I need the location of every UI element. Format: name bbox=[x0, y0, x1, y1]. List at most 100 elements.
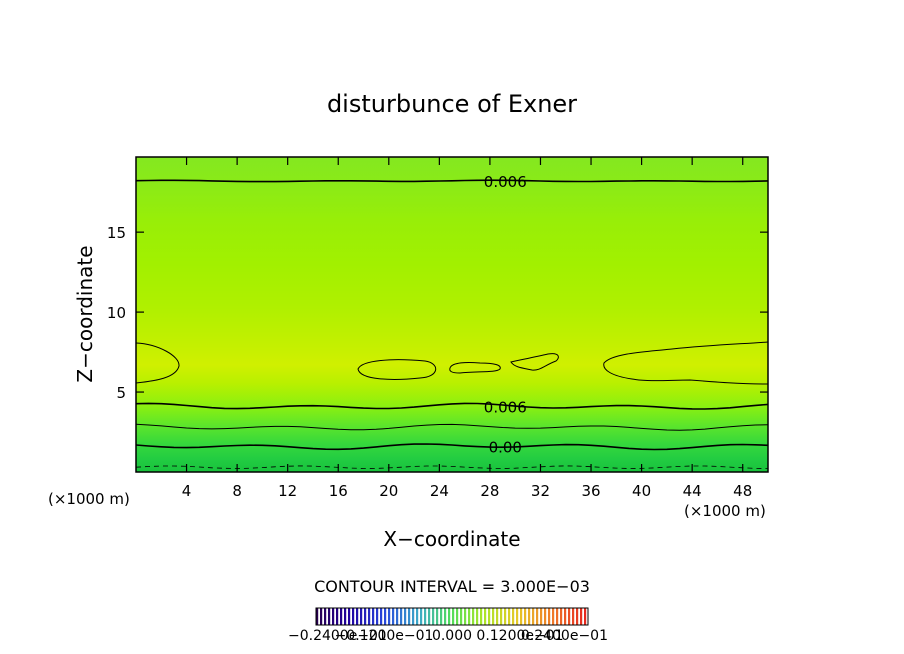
colorbar-swatch bbox=[396, 608, 399, 625]
colorbar-swatch bbox=[496, 608, 499, 625]
colorbar-swatch bbox=[580, 608, 583, 625]
colorbar-swatch bbox=[572, 608, 575, 625]
colorbar-swatch bbox=[548, 608, 551, 625]
colorbar-swatch bbox=[348, 608, 351, 625]
colorbar-swatch bbox=[532, 608, 535, 625]
colorbar-tick-label: 0.2400e−01 bbox=[521, 628, 608, 644]
closed-contour bbox=[510, 353, 559, 371]
colorbar-swatch bbox=[536, 608, 539, 625]
chart-title: disturbunce of Exner bbox=[327, 90, 577, 118]
colorbar-swatch bbox=[388, 608, 391, 625]
colorbar-swatch bbox=[516, 608, 519, 625]
colorbar-tick-label: 0.000 bbox=[432, 628, 472, 644]
x-unit-right: (×1000 m) bbox=[684, 502, 766, 520]
contour-lines bbox=[135, 179, 769, 469]
colorbar-swatch bbox=[464, 608, 467, 625]
colorbar-swatch bbox=[324, 608, 327, 625]
y-tick-label: 15 bbox=[107, 224, 126, 242]
colorbar-swatch bbox=[488, 608, 491, 625]
colorbar-swatch bbox=[528, 608, 531, 625]
colorbar-tick-label: −0.2400e−01 bbox=[288, 628, 387, 644]
colorbar-labels: −0.2400e−01−0.1200e−010.000 0.1200e−010.2… bbox=[288, 628, 608, 644]
contour-label: 0.006 bbox=[484, 173, 527, 191]
colorbar-swatch bbox=[484, 608, 487, 625]
colorbar-swatch bbox=[404, 608, 407, 625]
colorbar-swatch bbox=[376, 608, 379, 625]
colorbar-swatch bbox=[456, 608, 459, 625]
colorbar-swatch bbox=[520, 608, 523, 625]
colorbar-swatch bbox=[368, 608, 371, 625]
colorbar-swatch bbox=[328, 608, 331, 625]
contour-line-dashed bbox=[135, 465, 769, 469]
y-tick-label: 10 bbox=[107, 304, 126, 322]
x-tick-label: 36 bbox=[581, 482, 600, 500]
colorbar-swatch bbox=[340, 608, 343, 625]
colorbar-swatch bbox=[476, 608, 479, 625]
colorbar-swatch bbox=[440, 608, 443, 625]
colorbar-swatch bbox=[344, 608, 347, 625]
colorbar-swatch bbox=[316, 608, 319, 625]
x-tick-label: 12 bbox=[278, 482, 297, 500]
colorbar-swatch bbox=[416, 608, 419, 625]
y-tick-label: 5 bbox=[116, 384, 126, 402]
x-tick-label: 16 bbox=[329, 482, 348, 500]
contour-labels: 0.006 0.006 0.00 bbox=[484, 173, 527, 456]
colorbar-swatch bbox=[380, 608, 383, 625]
closed-contour bbox=[135, 342, 180, 384]
colorbar-swatch bbox=[448, 608, 451, 625]
colorbar-swatch bbox=[336, 608, 339, 625]
contour-label: 0.006 bbox=[484, 398, 527, 416]
x-axis-label: X−coordinate bbox=[383, 527, 520, 551]
colorbar-swatch bbox=[568, 608, 571, 625]
colorbar-swatch bbox=[564, 608, 567, 625]
closed-contours bbox=[135, 341, 769, 385]
colorbar-swatch bbox=[584, 608, 587, 625]
colorbar-swatch bbox=[352, 608, 355, 625]
colorbar-swatch bbox=[460, 608, 463, 625]
x-tick-label: 24 bbox=[430, 482, 449, 500]
colorbar-swatch bbox=[452, 608, 455, 625]
colorbar-swatch bbox=[384, 608, 387, 625]
colorbar-swatch bbox=[480, 608, 483, 625]
colorbar-swatch bbox=[468, 608, 471, 625]
colorbar-swatch bbox=[472, 608, 475, 625]
colorbar-swatch bbox=[424, 608, 427, 625]
contour-label: 0.00 bbox=[489, 438, 522, 456]
colorbar-frame bbox=[315, 607, 589, 626]
plot-frame bbox=[135, 156, 769, 473]
colorbar-swatch bbox=[444, 608, 447, 625]
colorbar-swatch bbox=[552, 608, 555, 625]
x-tick-label: 48 bbox=[733, 482, 752, 500]
colorbar-swatch bbox=[400, 608, 403, 625]
colorbar-swatch bbox=[392, 608, 395, 625]
colorbar-swatch bbox=[492, 608, 495, 625]
colorbar-swatch bbox=[412, 608, 415, 625]
colorbar-swatch bbox=[420, 608, 423, 625]
closed-contour bbox=[603, 341, 769, 385]
colorbar-swatch bbox=[360, 608, 363, 625]
colorbar-swatch bbox=[560, 608, 563, 625]
colorbar-swatch bbox=[320, 608, 323, 625]
x-tick-label: 32 bbox=[531, 482, 550, 500]
colorbar-swatch bbox=[508, 608, 511, 625]
colorbar-swatch bbox=[500, 608, 503, 625]
y-axis-label: Z−coordinate bbox=[73, 245, 97, 382]
colorbar bbox=[315, 607, 589, 626]
contour-line bbox=[135, 402, 769, 410]
colorbar-swatch bbox=[356, 608, 359, 625]
contour-line bbox=[135, 179, 769, 183]
colorbar-swatch bbox=[432, 608, 435, 625]
colorbar-swatch bbox=[428, 608, 431, 625]
x-tick-label: 8 bbox=[232, 482, 242, 500]
x-tick-label: 20 bbox=[379, 482, 398, 500]
colorbar-swatch bbox=[436, 608, 439, 625]
colorbar-swatch bbox=[364, 608, 367, 625]
contour-field bbox=[136, 157, 768, 472]
colorbar-swatch bbox=[512, 608, 515, 625]
colorbar-swatch bbox=[556, 608, 559, 625]
y-axis-ticks: 5 10 15 bbox=[107, 224, 768, 402]
x-unit-left: (×1000 m) bbox=[48, 490, 130, 508]
colorbar-swatch bbox=[332, 608, 335, 625]
contour-line bbox=[135, 443, 769, 451]
